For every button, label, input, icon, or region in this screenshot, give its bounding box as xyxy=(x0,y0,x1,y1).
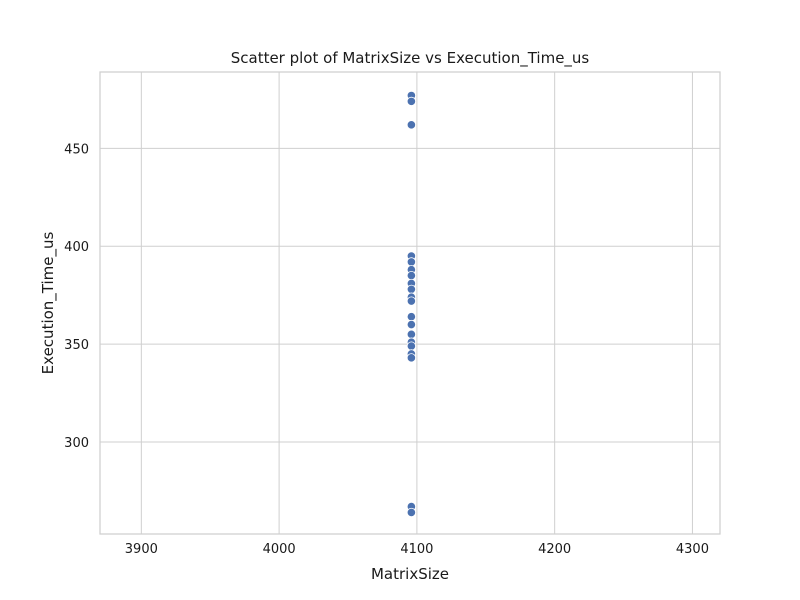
data-point xyxy=(406,257,416,267)
data-point xyxy=(406,312,416,322)
y-tick-label: 350 xyxy=(64,338,89,353)
x-tick-labels: 3900 4000 4100 4200 4300 xyxy=(125,542,709,557)
x-tick-label: 4100 xyxy=(400,542,433,557)
data-point xyxy=(406,296,416,306)
data-point xyxy=(406,341,416,351)
data-points xyxy=(406,90,416,518)
x-tick-label: 4000 xyxy=(263,542,296,557)
data-point xyxy=(406,329,416,339)
x-tick-label: 3900 xyxy=(125,542,158,557)
y-axis-label: Execution_Time_us xyxy=(39,231,58,374)
data-point xyxy=(406,507,416,518)
y-tick-label: 400 xyxy=(64,240,89,255)
grid-lines xyxy=(100,72,720,534)
x-axis-label: MatrixSize xyxy=(371,565,449,583)
data-point xyxy=(406,270,416,281)
y-tick-label: 450 xyxy=(64,142,89,157)
chart-title: Scatter plot of MatrixSize vs Execution_… xyxy=(231,49,590,68)
plot-area xyxy=(99,71,721,535)
x-tick-label: 4200 xyxy=(538,542,571,557)
y-tick-labels: 300 350 400 450 xyxy=(64,142,89,451)
y-tick-label: 300 xyxy=(64,436,89,451)
data-point xyxy=(406,96,416,106)
data-point xyxy=(406,353,416,363)
data-point xyxy=(406,319,416,330)
x-tick-label: 4300 xyxy=(676,542,709,557)
data-point xyxy=(406,120,416,130)
data-point xyxy=(406,284,416,294)
